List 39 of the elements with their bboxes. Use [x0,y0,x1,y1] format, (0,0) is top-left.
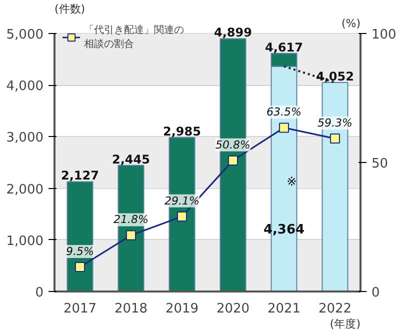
y-tick-label: 0 [35,286,44,300]
point [279,122,289,133]
y-tick-label: 1,000 [6,234,44,249]
x-tick-label: 2019 [165,302,199,316]
annotation: ※ [286,174,297,188]
point [126,230,136,240]
y-tick-label: 2,000 [6,182,44,198]
y2-axis-title: (%) [341,17,361,30]
legend-label: 「代引き配達」関連の相談の割合 [84,24,184,51]
total-label: 2,445 [112,152,150,166]
x-axis-title: (年度) [330,318,361,330]
x-tick-label: 2018 [114,302,148,316]
x-tick-label: 2022 [318,302,352,316]
point [228,155,238,166]
y-tick-label: 3,000 [6,130,44,146]
total-label: 2,985 [163,124,201,138]
y2-tick-label: 0 [372,286,380,300]
y-tick-label: 4,000 [6,79,44,94]
total-label: 4,617 [265,40,303,54]
y-axis-title: (件数) [54,2,86,16]
total-label: 4,052 [316,69,354,84]
y2-tick-label: 50 [372,156,388,172]
data-label: 50.8% [216,138,250,152]
data-label: 29.1% [164,194,200,208]
x-tick-label: 2021 [267,302,301,316]
data-label: 21.8% [114,213,148,226]
x-tick-label: 2017 [63,302,97,316]
x-tick-label: 2020 [216,302,250,316]
point [75,262,85,272]
data-label: 63.5% [266,106,302,119]
data-label: 9.5% [66,244,94,258]
point [177,211,187,222]
y-tick-label: 5,000 [6,28,44,43]
y2-tick-label: 100 [372,28,396,43]
total-label: 4,899 [214,26,252,40]
total-label: 2,127 [61,168,99,183]
point [330,134,340,144]
data-label: 59.3% [318,116,352,130]
data-label: 4,364 [263,222,305,238]
